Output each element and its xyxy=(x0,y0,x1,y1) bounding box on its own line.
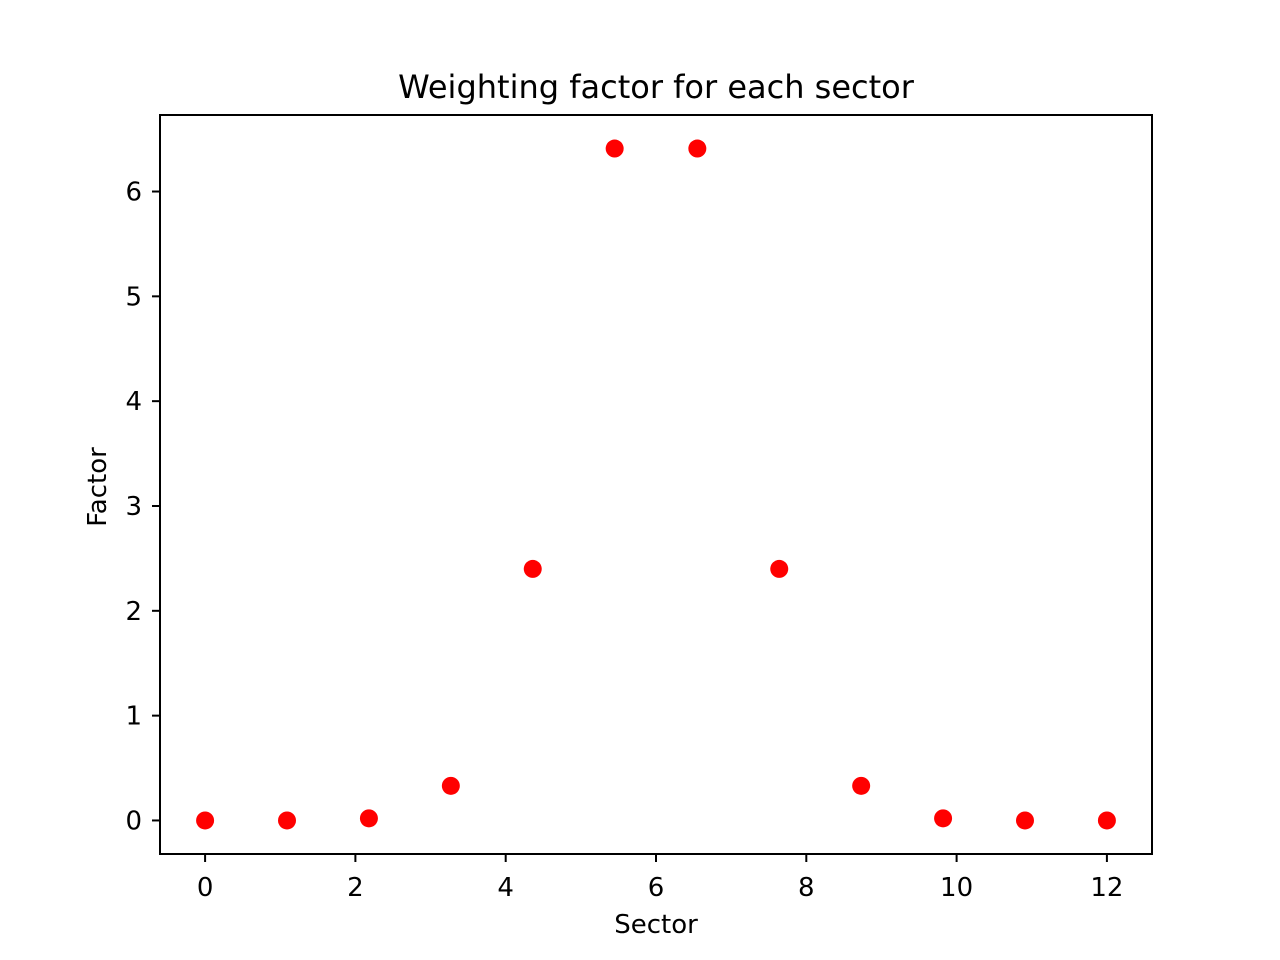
y-tick-label: 0 xyxy=(125,806,142,836)
x-tick-label: 6 xyxy=(648,873,665,903)
data-points xyxy=(196,139,1116,830)
y-tick-label: 4 xyxy=(125,387,142,417)
plot-frame xyxy=(159,114,1153,855)
y-tick-label: 3 xyxy=(125,492,142,522)
y-axis-label: Factor xyxy=(83,447,113,527)
data-point xyxy=(1097,811,1116,830)
x-tick-label: 8 xyxy=(798,873,815,903)
x-tick-label: 2 xyxy=(347,873,364,903)
x-tick-label: 12 xyxy=(1090,873,1123,903)
y-axis-ticks: 0 1 2 3 4 5 6 xyxy=(125,178,160,836)
y-tick-label: 5 xyxy=(125,282,142,312)
x-axis-ticks: 0 2 4 6 8 10 12 xyxy=(197,854,1123,903)
data-point xyxy=(278,811,297,830)
x-tick-label: 4 xyxy=(497,873,514,903)
data-point xyxy=(523,559,542,578)
data-point xyxy=(441,776,460,795)
data-point xyxy=(688,139,707,158)
data-point xyxy=(196,811,215,830)
chart-title: Weighting factor for each sector xyxy=(398,68,915,106)
x-axis-label: Sector xyxy=(614,910,698,940)
y-tick-label: 2 xyxy=(125,597,142,627)
x-tick-label: 10 xyxy=(940,873,973,903)
data-point xyxy=(1015,811,1034,830)
y-tick-label: 1 xyxy=(125,702,142,732)
y-tick-label: 6 xyxy=(125,178,142,208)
data-point xyxy=(605,139,624,158)
data-point xyxy=(770,559,789,578)
data-point xyxy=(852,776,871,795)
data-point xyxy=(359,809,378,828)
x-tick-label: 0 xyxy=(197,873,214,903)
data-point xyxy=(934,809,953,828)
